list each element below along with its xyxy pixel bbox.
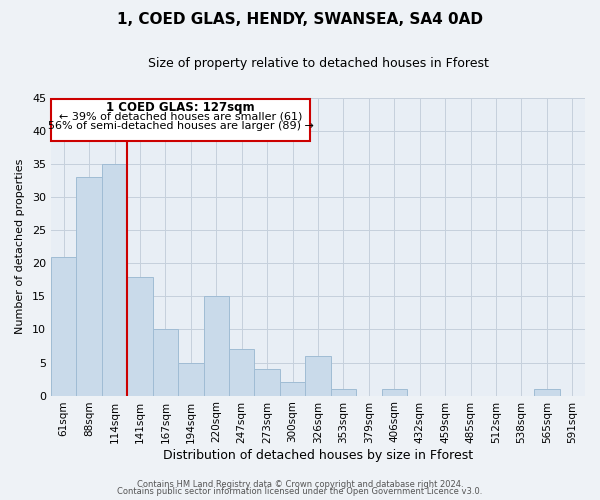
FancyBboxPatch shape <box>51 100 310 141</box>
Bar <box>305 356 331 396</box>
Bar <box>127 276 152 396</box>
Bar <box>229 350 254 396</box>
X-axis label: Distribution of detached houses by size in Fforest: Distribution of detached houses by size … <box>163 450 473 462</box>
Bar <box>178 362 203 396</box>
Bar <box>102 164 127 396</box>
Text: ← 39% of detached houses are smaller (61): ← 39% of detached houses are smaller (61… <box>59 112 302 122</box>
Bar <box>203 296 229 396</box>
Text: 1, COED GLAS, HENDY, SWANSEA, SA4 0AD: 1, COED GLAS, HENDY, SWANSEA, SA4 0AD <box>117 12 483 28</box>
Bar <box>51 256 76 396</box>
Text: 1 COED GLAS: 127sqm: 1 COED GLAS: 127sqm <box>106 102 255 114</box>
Bar <box>152 330 178 396</box>
Text: 56% of semi-detached houses are larger (89) →: 56% of semi-detached houses are larger (… <box>47 121 314 131</box>
Bar <box>254 369 280 396</box>
Bar <box>331 389 356 396</box>
Text: Contains public sector information licensed under the Open Government Licence v3: Contains public sector information licen… <box>118 488 482 496</box>
Y-axis label: Number of detached properties: Number of detached properties <box>15 159 25 334</box>
Bar <box>382 389 407 396</box>
Title: Size of property relative to detached houses in Fforest: Size of property relative to detached ho… <box>148 58 488 70</box>
Text: Contains HM Land Registry data © Crown copyright and database right 2024.: Contains HM Land Registry data © Crown c… <box>137 480 463 489</box>
Bar <box>280 382 305 396</box>
Bar <box>534 389 560 396</box>
Bar <box>76 178 102 396</box>
